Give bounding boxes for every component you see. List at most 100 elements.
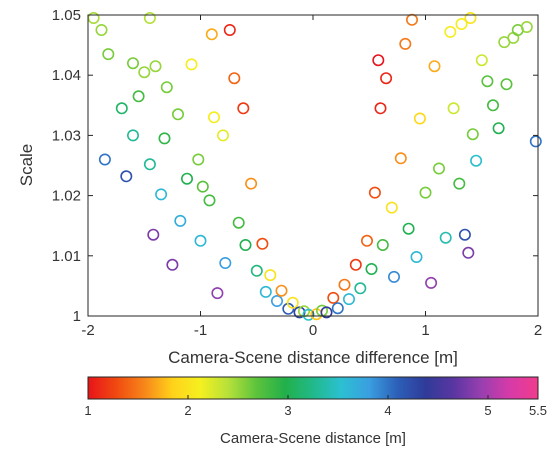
y-tick-label: 1.03	[52, 127, 81, 144]
data-point	[208, 111, 221, 124]
data-point	[143, 158, 156, 171]
data-point	[453, 177, 466, 190]
data-point	[486, 99, 499, 112]
data-point	[205, 28, 218, 41]
data-point	[275, 284, 288, 297]
data-point	[439, 231, 452, 244]
data-point	[419, 186, 432, 199]
data-point	[194, 234, 207, 247]
data-point	[237, 102, 250, 115]
data-point	[138, 66, 151, 79]
data-point	[342, 293, 355, 306]
data-point	[481, 75, 494, 88]
data-point	[259, 285, 272, 298]
colorbar-tick-label: 5	[484, 403, 491, 418]
data-point	[376, 239, 389, 252]
data-point	[331, 302, 344, 315]
data-point	[223, 23, 236, 36]
data-point	[270, 294, 283, 307]
data-point	[444, 25, 457, 38]
colorbar-tick-label: 2	[184, 403, 191, 418]
data-point	[158, 132, 171, 145]
data-point	[203, 194, 216, 207]
colorbar-tick-label: 5.5	[529, 403, 547, 418]
data-point	[413, 112, 426, 125]
data-point	[120, 170, 133, 183]
data-point	[115, 102, 128, 115]
data-point	[192, 153, 205, 166]
data-point	[447, 102, 460, 115]
data-point	[172, 108, 185, 121]
data-point	[394, 152, 407, 165]
data-point	[127, 129, 140, 142]
axes: Camera-Scene distance difference [m] Sca…	[17, 7, 542, 367]
plot-area	[87, 12, 542, 321]
data-point	[87, 12, 100, 24]
data-point	[458, 228, 471, 241]
data-point	[232, 216, 245, 229]
data-point	[529, 135, 542, 148]
data-point	[95, 23, 108, 36]
x-axis-label: Camera-Scene distance difference [m]	[168, 348, 458, 367]
data-point	[402, 222, 415, 235]
y-axis-label: Scale	[17, 144, 36, 187]
y-tick-label: 1	[73, 308, 81, 325]
data-point	[217, 129, 230, 142]
data-point	[185, 58, 198, 71]
data-point	[380, 72, 393, 85]
data-point	[455, 17, 468, 30]
data-point	[160, 81, 173, 94]
x-tick-label: 1	[421, 322, 429, 339]
data-point	[374, 102, 387, 115]
data-point	[211, 287, 224, 300]
x-tick-label: -1	[194, 322, 207, 339]
data-point	[425, 276, 438, 289]
data-point	[387, 270, 400, 283]
colorbar: Camera-Scene distance [m] 1 2 3 4 5 5.5	[84, 376, 547, 447]
data-point	[250, 264, 263, 277]
data-point	[500, 78, 513, 91]
colorbar-tick-label: 4	[384, 403, 391, 418]
data-point	[264, 269, 277, 282]
data-point	[475, 54, 488, 67]
data-point	[196, 180, 209, 193]
data-point	[102, 48, 115, 61]
data-point	[219, 256, 232, 269]
colorbar-tick-label: 3	[284, 403, 291, 418]
data-point	[181, 172, 194, 185]
x-tick-label: -2	[81, 322, 94, 339]
data-point	[127, 57, 140, 70]
data-point	[286, 296, 299, 309]
data-point	[166, 258, 179, 271]
data-point	[239, 239, 252, 252]
data-point	[149, 60, 162, 73]
data-point	[155, 188, 168, 201]
data-point	[132, 90, 145, 103]
data-point	[405, 13, 418, 26]
data-point	[432, 162, 445, 175]
data-point	[462, 246, 475, 259]
data-point	[365, 262, 378, 275]
data-point	[327, 291, 340, 304]
data-point	[338, 278, 351, 291]
y-tick-label: 1.02	[52, 188, 81, 205]
x-tick-label: 2	[534, 322, 542, 339]
y-tick-label: 1.04	[52, 67, 81, 84]
y-tick-label: 1.05	[52, 7, 81, 24]
colorbar-tick-label: 1	[84, 403, 91, 418]
data-point	[470, 154, 483, 167]
x-tick-label: 0	[309, 322, 317, 339]
data-point	[464, 12, 477, 24]
data-point	[360, 234, 373, 247]
data-point	[256, 237, 269, 250]
colorbar-label: Camera-Scene distance [m]	[220, 430, 406, 447]
data-point	[320, 306, 333, 319]
data-point	[174, 214, 187, 227]
data-point	[492, 122, 505, 135]
data-point	[399, 37, 412, 50]
data-point	[368, 186, 381, 199]
data-point	[410, 251, 423, 264]
data-point	[354, 282, 367, 295]
data-point	[302, 308, 315, 321]
